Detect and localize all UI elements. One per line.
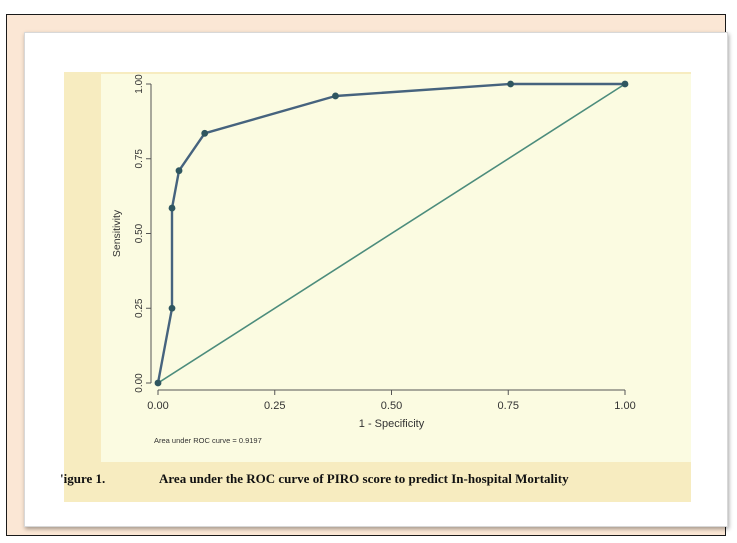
y-tick-label: 0.50: [134, 223, 145, 243]
x-tick-label: 0.75: [498, 400, 519, 412]
caption-label: 'igure 1.: [60, 471, 106, 486]
roc-chart: 0.00 0.25 0.50 0.75 1.00 Sensitivity 0.00 0.25 0…: [101, 74, 691, 462]
roc-point: [168, 204, 176, 212]
y-tick-label: 0.75: [134, 149, 145, 169]
figure-area: 0.00 0.25 0.50 0.75 1.00 Sensitivity 0.00 0.25 0…: [64, 72, 691, 502]
auc-note: Area under ROC curve = 0.9197: [154, 436, 262, 445]
roc-point: [507, 80, 514, 88]
figure-caption: 'igure 1. Area under the ROC curve of PI…: [60, 471, 700, 493]
x-axis-label: 1 - Specificity: [359, 418, 425, 430]
roc-point: [175, 167, 183, 175]
roc-point: [168, 304, 176, 312]
roc-point: [621, 80, 629, 88]
roc-curve-line: [156, 82, 625, 384]
x-tick-label: 0.25: [264, 400, 285, 412]
y-axis-label: Sensitivity: [111, 209, 123, 257]
x-tick-label: 1.00: [614, 400, 635, 412]
caption-text: Area under the ROC curve of PIRO score t…: [159, 471, 569, 486]
plot-background: [101, 74, 691, 462]
y-tick-label: 1.00: [134, 74, 145, 94]
x-tick-label: 0.00: [147, 400, 168, 412]
reference-line: [157, 83, 626, 384]
roc-point: [201, 129, 209, 137]
y-tick-label: 0.25: [134, 298, 145, 318]
roc-point: [154, 379, 162, 387]
x-tick-label: 0.50: [381, 400, 402, 412]
roc-point: [332, 92, 339, 100]
y-tick-label: 0.00: [134, 373, 145, 393]
